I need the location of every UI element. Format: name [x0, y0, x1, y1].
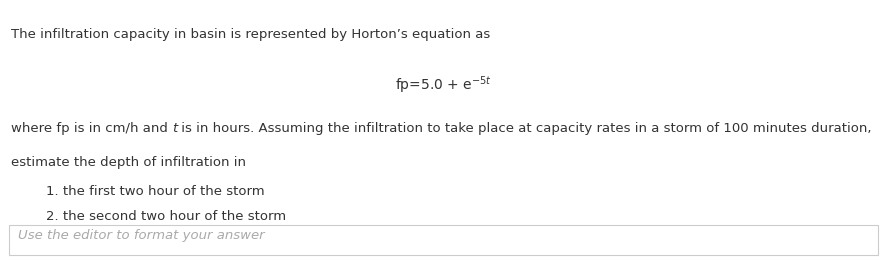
Text: 1. the first two hour of the storm: 1. the first two hour of the storm — [46, 185, 264, 198]
Text: 2. the second two hour of the storm: 2. the second two hour of the storm — [46, 210, 286, 223]
Text: The infiltration capacity in basin is represented by Horton’s equation as: The infiltration capacity in basin is re… — [11, 28, 489, 41]
Text: t: t — [172, 122, 177, 135]
Text: is in hours. Assuming the infiltration to take place at capacity rates in a stor: is in hours. Assuming the infiltration t… — [177, 122, 871, 135]
Text: where fp is in cm/h and: where fp is in cm/h and — [11, 122, 172, 135]
FancyBboxPatch shape — [9, 225, 877, 255]
Text: estimate the depth of infiltration in: estimate the depth of infiltration in — [11, 156, 245, 169]
Text: Use the editor to format your answer: Use the editor to format your answer — [18, 229, 264, 242]
Text: fp=5.0 + e$^{-5t}$: fp=5.0 + e$^{-5t}$ — [394, 74, 492, 96]
